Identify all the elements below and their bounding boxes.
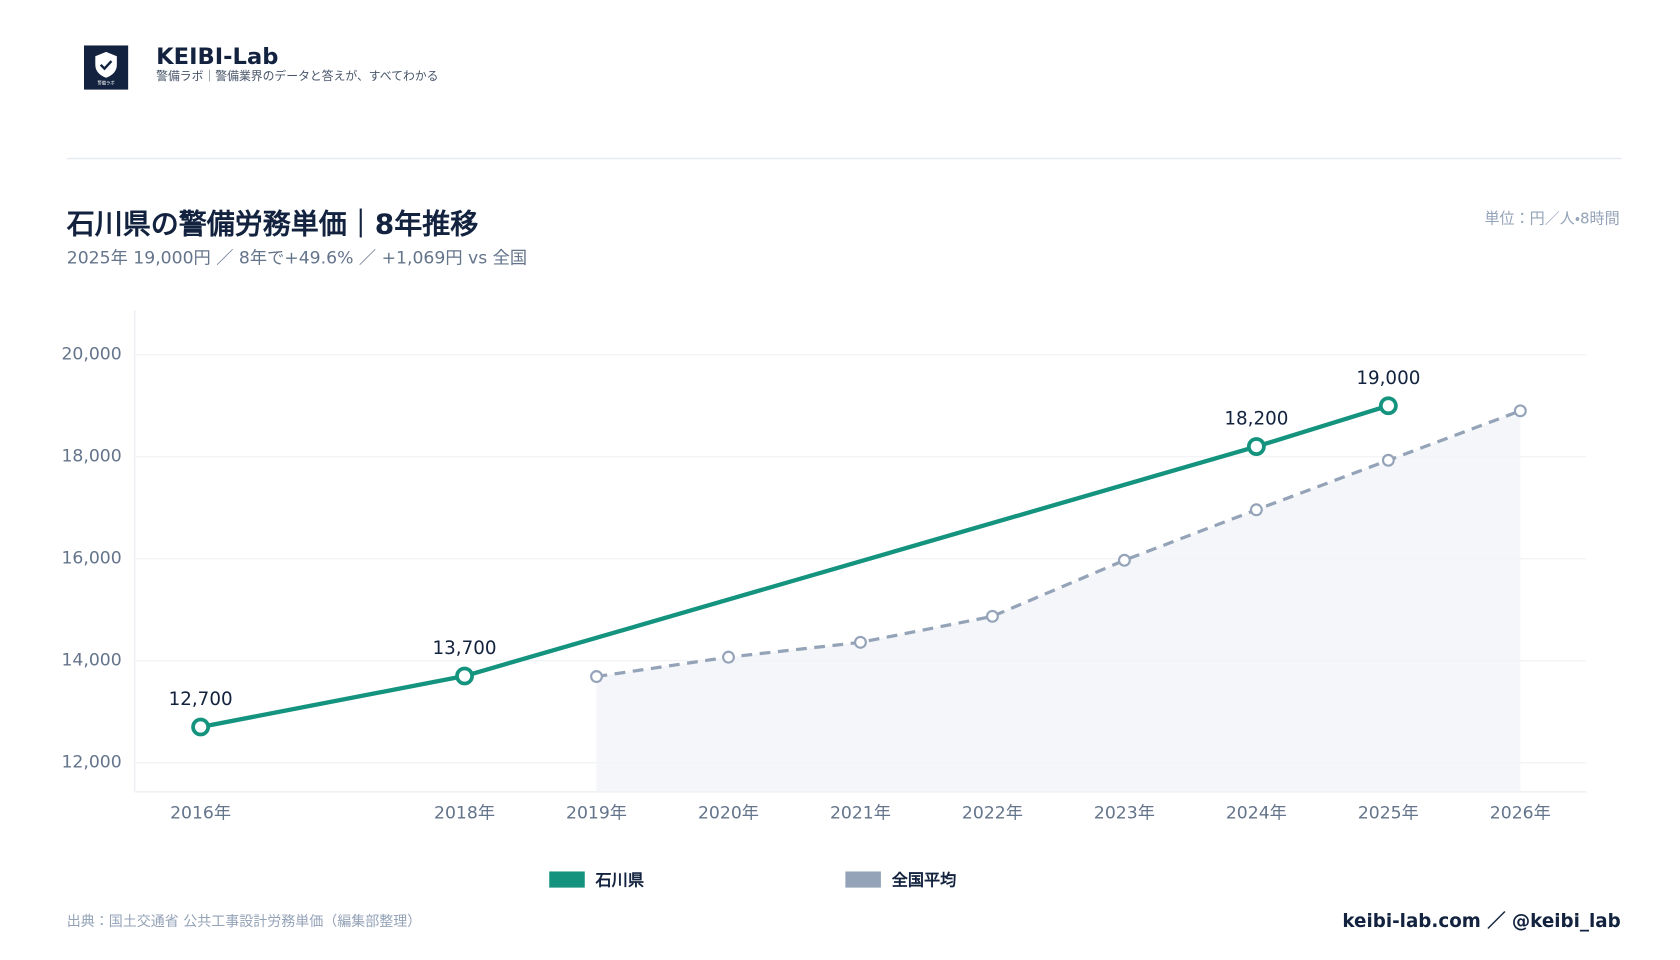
y-tick-label: 20,000 — [61, 345, 121, 365]
point — [1381, 453, 1395, 467]
data-label: 13,700 — [433, 638, 497, 659]
y-tick-label: 16,000 — [61, 549, 121, 569]
area-fill — [596, 410, 1521, 792]
point — [1378, 396, 1398, 416]
x-tick-label: 2019年 — [566, 803, 627, 823]
data-label: 12,700 — [169, 689, 233, 710]
series-line — [596, 409, 1521, 679]
point — [1249, 503, 1263, 517]
logo-check — [99, 60, 113, 71]
data-label: 18,200 — [1224, 409, 1288, 430]
point — [191, 717, 211, 737]
data-label: 19,000 — [1356, 368, 1420, 389]
x-tick-label: 2024年 — [1226, 803, 1287, 823]
legend-swatch — [845, 871, 881, 888]
tagline: 警備ラボ｜警備業界のデータと答えが、すべてわかる — [156, 69, 438, 83]
y-tick-label: 12,000 — [61, 753, 121, 773]
x-tick-label: 2026年 — [1490, 803, 1551, 823]
chart-subtitle: 2025年 19,000円 ／ 8年で+49.6% ／ +1,069円 vs 全… — [67, 249, 527, 269]
x-tick-label: 2025年 — [1358, 803, 1419, 823]
point — [1117, 553, 1131, 567]
legend-label: 全国平均 — [892, 871, 957, 890]
point — [1513, 404, 1527, 418]
chart-title: 石川県の警備労務単価｜8年推移 — [66, 207, 478, 240]
point — [455, 666, 474, 686]
point — [722, 650, 735, 664]
y-tick-label: 18,000 — [61, 447, 121, 467]
x-tick-label: 2020年 — [698, 803, 759, 823]
unit-label: 単位：円／人・8時間 — [1484, 209, 1619, 227]
logo-text: 警備ラボ — [97, 80, 115, 87]
x-tick-label: 2023年 — [1094, 803, 1155, 823]
series-line — [200, 403, 1389, 730]
y-tick-label: 14,000 — [61, 651, 121, 671]
point — [854, 635, 867, 649]
x-tick-label: 2018年 — [434, 803, 495, 823]
x-tick-label: 2021年 — [830, 803, 891, 823]
source: 出典：国土交通省 公共工事設計労務単価（編集部整理） — [67, 914, 421, 930]
x-tick-label: 2016年 — [170, 803, 231, 823]
x-tick-label: 2022年 — [962, 803, 1023, 823]
legend-swatch — [549, 871, 585, 888]
point — [1246, 437, 1266, 456]
brand: KEIBI-Lab — [156, 44, 278, 70]
point — [985, 609, 999, 623]
logo-shield — [95, 51, 117, 78]
legend-label: 石川県 — [595, 871, 644, 890]
point — [590, 670, 603, 683]
footer-handle: keibi-lab.com ／ @keibi_lab — [1342, 911, 1620, 932]
